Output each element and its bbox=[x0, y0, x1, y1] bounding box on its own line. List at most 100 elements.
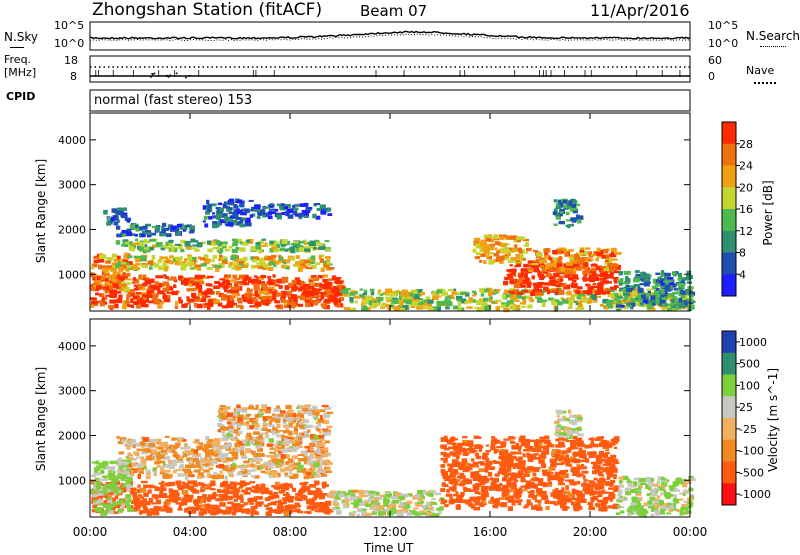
heatmap-cell bbox=[540, 265, 543, 267]
heatmap-cell bbox=[317, 444, 323, 447]
heatmap-cell bbox=[296, 407, 300, 409]
heatmap-cell bbox=[227, 485, 233, 489]
heatmap-cell bbox=[173, 470, 177, 473]
heatmap-cell bbox=[574, 254, 578, 257]
heatmap-cell bbox=[283, 486, 286, 490]
heatmap-cell bbox=[428, 308, 434, 311]
heatmap-cell bbox=[275, 486, 280, 490]
heatmap-cell bbox=[118, 267, 123, 269]
heatmap-cell bbox=[486, 255, 489, 259]
heatmap-cell bbox=[573, 481, 578, 484]
heatmap-cell bbox=[523, 506, 528, 508]
heatmap-cell bbox=[482, 453, 489, 456]
heatmap-cell bbox=[268, 466, 274, 468]
heatmap-cell bbox=[198, 293, 203, 296]
heatmap-cell bbox=[189, 225, 195, 229]
heatmap-cell bbox=[184, 258, 187, 262]
nave-scatter-point bbox=[185, 77, 187, 79]
heatmap-cell bbox=[334, 301, 338, 306]
heatmap-cell bbox=[583, 479, 587, 481]
heatmap-cell bbox=[547, 263, 553, 267]
heatmap-cell bbox=[590, 259, 594, 261]
heatmap-cell bbox=[255, 414, 259, 418]
heatmap-cell bbox=[228, 418, 234, 420]
heatmap-cell bbox=[135, 239, 138, 242]
heatmap-cell bbox=[232, 293, 238, 297]
heatmap-cell bbox=[380, 511, 386, 515]
heatmap-cell bbox=[151, 486, 156, 488]
heatmap-cell bbox=[237, 210, 242, 214]
heatmap-cell bbox=[598, 507, 602, 511]
heatmap-cell bbox=[203, 463, 209, 466]
heatmap-cell bbox=[262, 215, 266, 218]
heatmap-cell bbox=[207, 249, 213, 252]
heatmap-cell bbox=[185, 278, 190, 281]
heatmap-cell bbox=[101, 294, 104, 296]
heatmap-cell bbox=[186, 296, 189, 301]
heatmap-cell bbox=[176, 231, 181, 235]
heatmap-cell bbox=[534, 270, 540, 273]
heatmap-cell bbox=[218, 494, 223, 497]
heatmap-cell bbox=[266, 407, 271, 410]
heatmap-cell bbox=[144, 239, 147, 242]
heatmap-cell bbox=[313, 301, 319, 306]
heatmap-cell bbox=[285, 267, 289, 269]
heatmap-cell bbox=[327, 432, 331, 436]
y-tick-label: 1000 bbox=[58, 268, 86, 281]
heatmap-cell bbox=[381, 304, 385, 309]
heatmap-cell bbox=[250, 440, 256, 443]
heatmap-cell bbox=[564, 253, 569, 257]
heatmap-cell bbox=[249, 200, 254, 202]
heatmap-cell bbox=[276, 424, 280, 428]
heatmap-cell bbox=[281, 278, 288, 283]
heatmap-cell bbox=[317, 424, 321, 427]
heatmap-cell bbox=[586, 290, 592, 294]
heatmap-cell bbox=[680, 295, 685, 298]
heatmap-cell bbox=[116, 216, 119, 220]
heatmap-cell bbox=[352, 490, 358, 493]
heatmap-cell bbox=[256, 462, 261, 464]
heatmap-cell bbox=[557, 302, 560, 306]
heatmap-cell bbox=[114, 284, 118, 289]
heatmap-cell bbox=[176, 227, 179, 230]
heatmap-cell bbox=[216, 240, 221, 245]
heatmap-cell bbox=[227, 413, 233, 418]
heatmap-cell bbox=[194, 305, 197, 307]
heatmap-cell bbox=[656, 288, 660, 291]
heatmap-cell bbox=[245, 220, 251, 223]
heatmap-cell bbox=[203, 220, 206, 222]
heatmap-cell bbox=[256, 245, 262, 250]
heatmap-cell bbox=[262, 411, 266, 413]
heatmap-cell bbox=[185, 508, 188, 510]
heatmap-cell bbox=[197, 496, 201, 499]
heatmap-cell bbox=[410, 293, 414, 297]
heatmap-cell bbox=[489, 290, 495, 293]
heatmap-cell bbox=[118, 470, 122, 473]
heatmap-cell bbox=[178, 461, 184, 463]
heatmap-cell bbox=[399, 496, 404, 500]
heatmap-cell bbox=[114, 221, 119, 225]
heatmap-cell bbox=[600, 266, 606, 269]
heatmap-cell bbox=[262, 239, 267, 241]
heatmap-cell bbox=[568, 249, 574, 252]
heatmap-cell bbox=[92, 462, 96, 464]
heatmap-cell bbox=[325, 299, 331, 303]
heatmap-cell bbox=[580, 247, 584, 250]
heatmap-cell bbox=[199, 281, 205, 284]
heatmap-cell bbox=[168, 482, 175, 486]
heatmap-cell bbox=[301, 263, 306, 265]
heatmap-cell bbox=[641, 295, 646, 299]
heatmap-cell bbox=[99, 259, 104, 263]
heatmap-cell bbox=[455, 450, 461, 455]
heatmap-cell bbox=[546, 273, 551, 277]
heatmap-cell bbox=[218, 259, 223, 262]
heatmap-cell bbox=[252, 469, 256, 472]
heatmap-cell bbox=[314, 240, 319, 242]
heatmap-cell bbox=[321, 267, 325, 272]
heatmap-cell bbox=[596, 252, 602, 256]
heatmap-cell bbox=[155, 227, 160, 232]
heatmap-cell bbox=[255, 265, 260, 268]
heatmap-cell bbox=[519, 236, 525, 240]
heatmap-cell bbox=[427, 507, 432, 510]
heatmap-cell bbox=[298, 410, 302, 413]
